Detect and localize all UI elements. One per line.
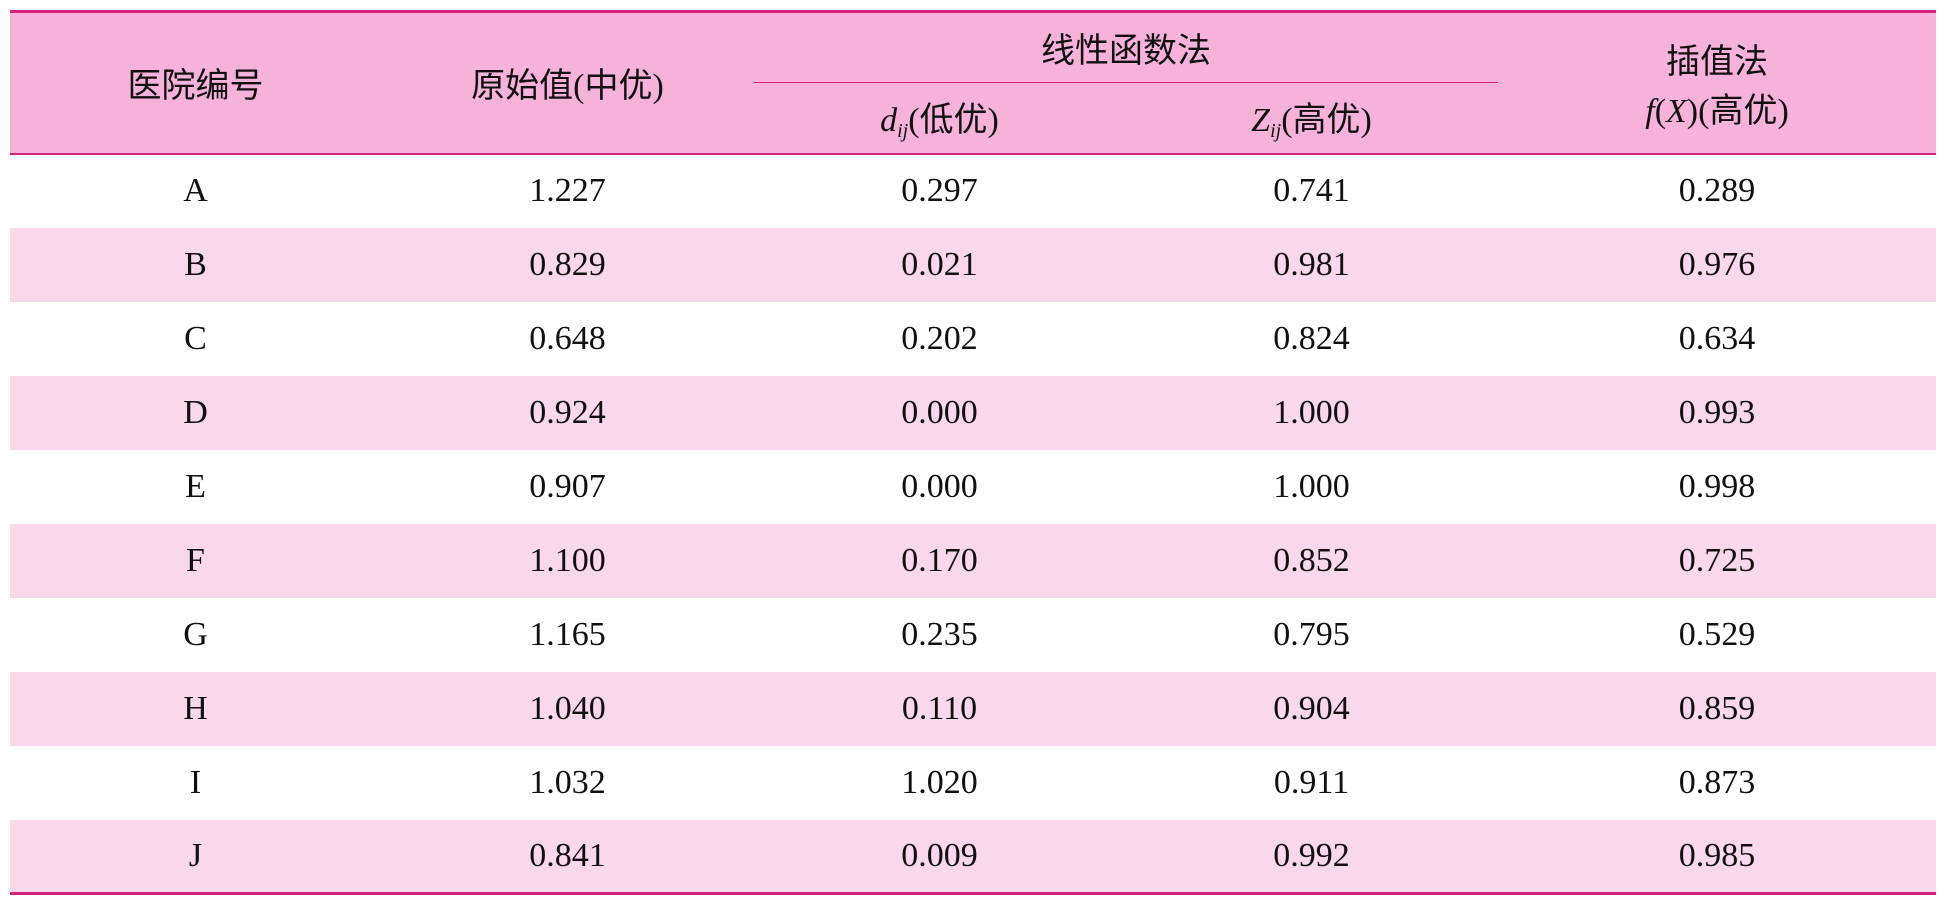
table-row: D 0.924 0.000 1.000 0.993 (10, 375, 1936, 450)
cell: 0.634 (1678, 319, 1756, 357)
row-label: E (185, 467, 206, 505)
cell: 1.020 (901, 763, 978, 801)
header-group: 线性函数法 (754, 11, 1498, 83)
cell: 1.000 (1125, 375, 1498, 450)
text: ( (1654, 92, 1667, 130)
cell: 0.829 (381, 227, 754, 302)
data-table: 医院编号 原始值(中优) 线性函数法 插值法 f(X)(高优) dij(低优) … (10, 10, 1936, 895)
row-label: H (10, 671, 381, 746)
symbol: f (1645, 92, 1655, 130)
cell: 0.021 (754, 227, 1125, 302)
text: )(高优) (1686, 92, 1789, 130)
cell: 0.297 (901, 172, 978, 209)
cell: 1.165 (529, 615, 606, 653)
cell: 0.741 (1273, 172, 1350, 209)
cell: 0.009 (754, 819, 1125, 894)
cell: 0.981 (1125, 227, 1498, 302)
text: (高优) (1281, 102, 1372, 140)
cell: 0.000 (754, 375, 1125, 450)
header-formula: f(X)(高优) (1498, 83, 1936, 132)
header-cell: 医院编号 (10, 11, 381, 154)
text: (低优) (908, 102, 999, 140)
row-label: I (189, 763, 202, 801)
row-label: G (183, 615, 208, 653)
header-cell: 原始值(中优) (381, 11, 754, 154)
table-body: A 1.227 0.297 0.741 0.289 B 0.829 0.021 0.981 0.9… (10, 154, 1936, 894)
table-row: I 1.032 1.020 0.911 0.873 (10, 746, 1936, 820)
cell: 0.911 (1273, 763, 1350, 801)
subscript: ij (897, 120, 909, 143)
cell: 0.795 (1273, 615, 1350, 653)
row-label: B (10, 227, 381, 302)
symbol: d (880, 102, 898, 140)
row-label: J (10, 819, 381, 894)
table-row: F 1.100 0.170 0.852 0.725 (10, 523, 1936, 598)
cell: 0.976 (1498, 227, 1936, 302)
header-cell: dij(低优) (754, 82, 1125, 154)
cell: 1.227 (529, 172, 606, 209)
cell: 0.648 (529, 319, 606, 357)
row-label: A (183, 172, 208, 209)
cell: 0.725 (1498, 523, 1936, 598)
subscript: ij (1270, 120, 1282, 143)
table-row: G 1.165 0.235 0.795 0.529 (10, 598, 1936, 672)
header-cell: 插值法 f(X)(高优) (1498, 11, 1936, 154)
cell: 0.289 (1678, 172, 1756, 209)
cell: 0.859 (1498, 671, 1936, 746)
table-row: B 0.829 0.021 0.981 0.976 (10, 227, 1936, 302)
cell: 0.992 (1125, 819, 1498, 894)
symbol: Z (1251, 102, 1271, 140)
table-row: J 0.841 0.009 0.992 0.985 (10, 819, 1936, 894)
cell: 0.824 (1273, 319, 1350, 357)
cell: 0.000 (901, 467, 978, 505)
cell: 1.000 (1273, 467, 1350, 505)
header-cell: Zij(高优) (1125, 82, 1498, 154)
cell: 0.170 (754, 523, 1125, 598)
cell: 1.100 (381, 523, 754, 598)
table-row: A 1.227 0.297 0.741 0.289 (10, 154, 1936, 228)
cell: 0.852 (1125, 523, 1498, 598)
cell: 0.235 (901, 615, 978, 653)
row-label: D (10, 375, 381, 450)
header-text: 插值法 (1666, 43, 1768, 81)
cell: 0.985 (1498, 819, 1936, 894)
cell: 1.032 (529, 763, 606, 801)
cell: 0.998 (1678, 467, 1756, 505)
table-header: 医院编号 原始值(中优) 线性函数法 插值法 f(X)(高优) dij(低优) … (10, 11, 1936, 154)
row-label: C (184, 319, 207, 357)
cell: 0.924 (381, 375, 754, 450)
cell: 1.040 (381, 671, 754, 746)
symbol: X (1666, 92, 1687, 130)
cell: 0.873 (1678, 763, 1756, 801)
cell: 0.907 (529, 467, 606, 505)
cell: 0.529 (1678, 615, 1756, 653)
cell: 0.841 (381, 819, 754, 894)
cell: 0.993 (1498, 375, 1936, 450)
table-row: C 0.648 0.202 0.824 0.634 (10, 302, 1936, 376)
cell: 0.202 (901, 319, 978, 357)
row-label: F (10, 523, 381, 598)
table-row: H 1.040 0.110 0.904 0.859 (10, 671, 1936, 746)
table-row: E 0.907 0.000 1.000 0.998 (10, 450, 1936, 524)
cell: 0.904 (1125, 671, 1498, 746)
cell: 0.110 (754, 671, 1125, 746)
